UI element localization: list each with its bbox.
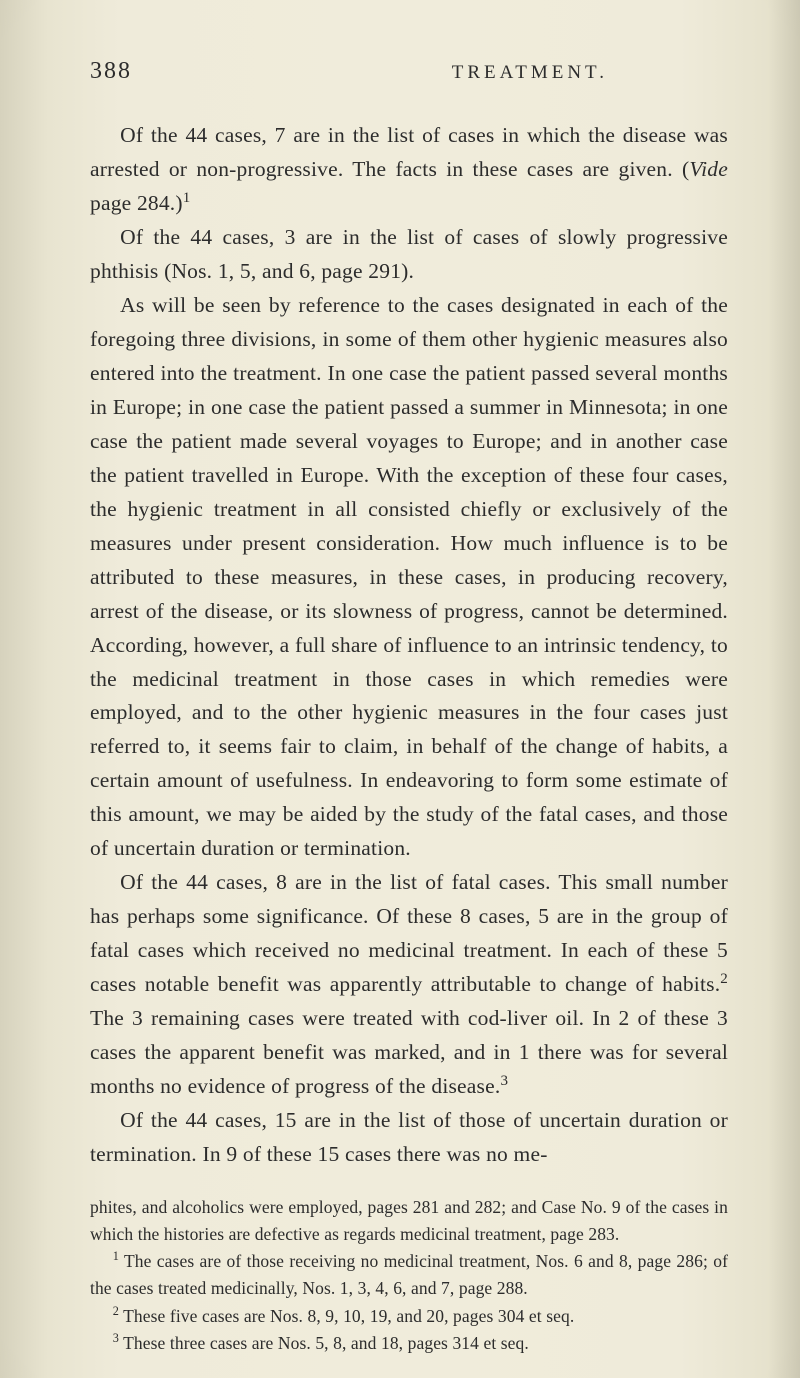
footnotes-block: phites, and alcoholics were employed, pa…	[90, 1194, 728, 1357]
p1-text-b: page 284.)	[90, 191, 183, 215]
footnote-1: 1 The cases are of those receiving no me…	[90, 1248, 728, 1302]
p4-text-a: Of the 44 cases, 8 are in the list of fa…	[90, 870, 728, 996]
paragraph-5: Of the 44 cases, 15 are in the list of t…	[90, 1104, 728, 1172]
body-text: Of the 44 cases, 7 are in the list of ca…	[90, 119, 728, 1172]
footnote-1-text: The cases are of those receiving no medi…	[90, 1251, 728, 1298]
p1-vide: Vide	[689, 157, 728, 181]
paragraph-2: Of the 44 cases, 3 are in the list of ca…	[90, 221, 728, 289]
footnote-ref-3: 3	[500, 1073, 508, 1089]
footnote-ref-2: 2	[720, 971, 728, 987]
running-title: TREATMENT.	[452, 62, 608, 84]
p1-text-a: Of the 44 cases, 7 are in the list of ca…	[90, 123, 728, 181]
page-number: 388	[90, 58, 132, 85]
footnote-2-text: These five cases are Nos. 8, 9, 10, 19, …	[119, 1306, 574, 1326]
scanned-page: 388 TREATMENT. Of the 44 cases, 7 are in…	[0, 0, 800, 1378]
p4-text-b: The 3 remaining cases were treated with …	[90, 1006, 728, 1098]
page-header: 388 TREATMENT.	[90, 58, 728, 85]
footnote-continuation: phites, and alcoholics were employed, pa…	[90, 1194, 728, 1248]
footnote-ref-1: 1	[183, 190, 191, 206]
footnote-3-text: These three cases are Nos. 5, 8, and 18,…	[119, 1333, 529, 1353]
paragraph-3: As will be seen by reference to the case…	[90, 289, 728, 866]
footnote-3: 3 These three cases are Nos. 5, 8, and 1…	[90, 1330, 728, 1357]
footnote-2: 2 These five cases are Nos. 8, 9, 10, 19…	[90, 1303, 728, 1330]
paragraph-4: Of the 44 cases, 8 are in the list of fa…	[90, 866, 728, 1104]
paragraph-1: Of the 44 cases, 7 are in the list of ca…	[90, 119, 728, 221]
